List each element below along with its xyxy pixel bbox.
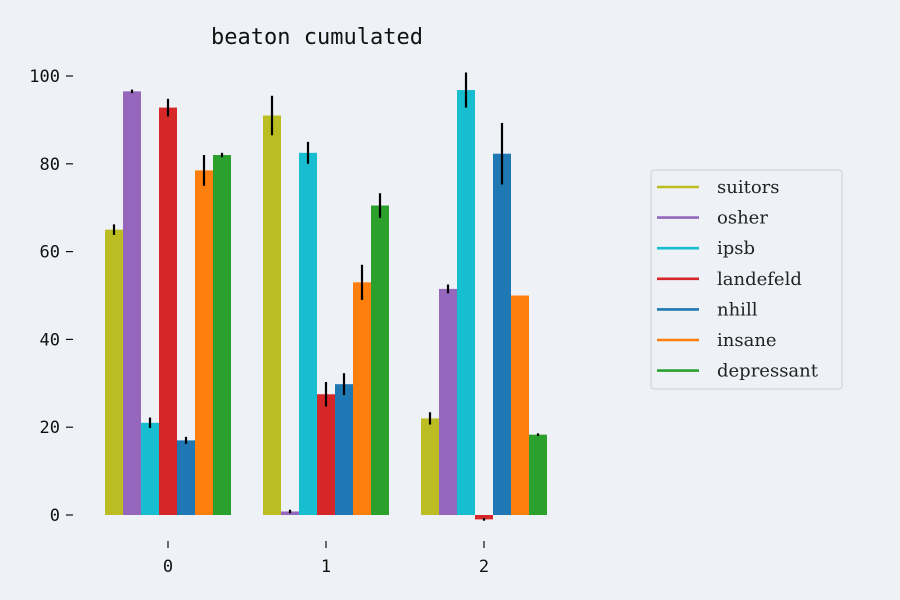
bar-landefeld-1 (317, 394, 335, 515)
bar-osher-0 (123, 91, 141, 516)
legend-label-osher: osher (717, 208, 768, 229)
legend-label-depressant: depressant (717, 361, 819, 382)
bar-insane-0 (195, 170, 213, 515)
legend-label-landefeld: landefeld (717, 269, 802, 290)
bar-ipsb-0 (141, 422, 159, 515)
legend: suitors osher ipsb landefeld nhill insane depr… (650, 169, 843, 390)
bar-insane-2 (511, 295, 529, 515)
y-tick-label: 0 (50, 506, 60, 526)
bar-depressant-1 (371, 205, 389, 515)
bar-suitors-1 (263, 115, 281, 515)
legend-label-ipsb: ipsb (717, 238, 755, 259)
bar-ipsb-1 (299, 152, 317, 515)
bar-nhill-2 (493, 153, 511, 515)
legend-label-suitors: suitors (717, 177, 780, 198)
y-axis: 0 20 40 60 80 100 (29, 67, 73, 526)
bar-nhill-0 (177, 440, 195, 515)
y-tick-label: 60 (40, 243, 60, 263)
chart-title: beaton cumulated (211, 25, 423, 50)
y-tick-label: 80 (40, 155, 60, 175)
error-bars-group (112, 72, 540, 521)
legend-label-insane: insane (717, 330, 777, 351)
x-tick-label: 1 (321, 557, 331, 577)
bar-suitors-0 (105, 229, 123, 515)
bars-group (105, 90, 547, 520)
x-axis: 0 1 2 (163, 541, 489, 577)
y-tick-label: 40 (40, 330, 60, 350)
y-tick-label: 100 (29, 67, 60, 87)
bar-suitors-2 (421, 418, 439, 515)
bar-ipsb-2 (457, 90, 475, 515)
bar-nhill-1 (335, 384, 353, 515)
legend-box (650, 169, 843, 390)
bar-landefeld-0 (159, 107, 177, 515)
y-tick-label: 20 (40, 418, 60, 438)
bar-insane-1 (353, 282, 371, 515)
bar-depressant-0 (213, 155, 231, 515)
bar-osher-2 (439, 288, 457, 515)
bar-landefeld-2 (475, 515, 493, 520)
x-tick-label: 0 (163, 557, 173, 577)
bar-depressant-2 (529, 434, 547, 515)
legend-label-nhill: nhill (717, 299, 758, 320)
x-tick-label: 2 (479, 557, 489, 577)
